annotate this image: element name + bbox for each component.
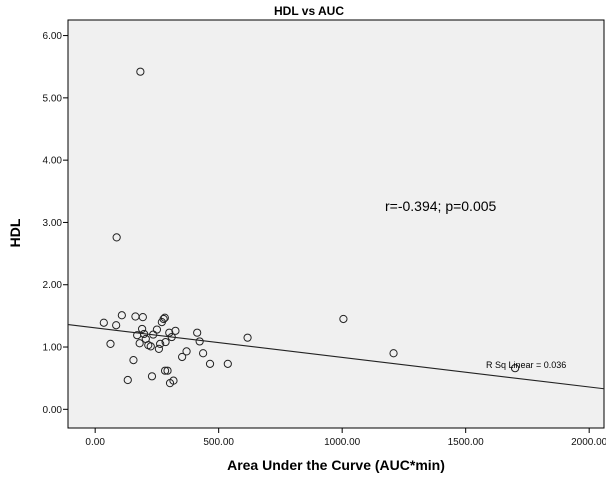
data-point — [163, 366, 172, 375]
data-point — [389, 349, 398, 358]
data-point — [160, 313, 169, 322]
x-axis: 0.00 500.00 1000.00 1500.00 2000.00 — [85, 428, 606, 448]
data-point — [510, 364, 520, 373]
y-tick-label: 5.00 — [43, 93, 63, 104]
y-tick-label: 3.00 — [43, 218, 63, 229]
data-point — [171, 326, 180, 335]
data-point — [152, 325, 162, 334]
data-point — [139, 329, 149, 339]
correlation-annotation: r=-0.394; p=0.005 — [385, 198, 497, 214]
fit-line-group — [67, 324, 605, 390]
x-tick-label: 0.00 — [85, 437, 105, 448]
data-point — [123, 375, 132, 385]
chart-title: HDL vs AUC — [274, 4, 344, 18]
x-tick-label: 2000.00 — [571, 437, 606, 448]
y-tick-label: 4.00 — [43, 156, 63, 167]
data-point — [99, 318, 108, 327]
data-point — [182, 347, 191, 356]
y-tick-label: 1.00 — [43, 343, 63, 354]
data-point — [159, 314, 168, 324]
data-point — [112, 233, 121, 242]
data-point — [112, 321, 121, 330]
x-tick-label: 500.00 — [203, 437, 234, 448]
x-tick-label: 1500.00 — [448, 437, 485, 448]
data-point — [165, 328, 174, 337]
data-point — [117, 311, 126, 320]
y-tick-label: 0.00 — [43, 405, 63, 416]
data-point — [178, 352, 187, 362]
data-point — [138, 313, 147, 322]
regression-line — [67, 324, 605, 390]
data-point — [195, 337, 204, 346]
plot-background — [67, 19, 605, 429]
data-points — [99, 67, 520, 388]
data-point — [160, 366, 170, 375]
r-squared-label: R Sq Linear = 0.036 — [486, 360, 566, 370]
data-point — [129, 356, 138, 365]
data-point — [169, 376, 178, 385]
y-axis-label: HDL — [7, 218, 23, 247]
data-point — [106, 339, 115, 349]
y-axis: 0.00 1.00 2.00 3.00 4.00 5.00 6.00 — [43, 31, 68, 416]
data-point — [205, 359, 215, 368]
x-axis-label: Area Under the Curve (AUC*min) — [227, 457, 445, 473]
data-point — [193, 328, 202, 337]
data-point — [161, 337, 170, 347]
data-point — [138, 324, 147, 334]
data-point — [167, 332, 176, 342]
data-point — [136, 67, 145, 76]
data-point — [223, 359, 232, 368]
data-point — [199, 349, 208, 358]
y-tick-label: 6.00 — [43, 31, 63, 42]
data-point — [339, 314, 348, 324]
data-point — [156, 339, 165, 349]
y-tick-label: 2.00 — [43, 280, 63, 291]
data-point — [146, 342, 155, 351]
data-point — [243, 333, 252, 342]
data-point — [147, 372, 157, 381]
data-point — [135, 339, 144, 348]
data-point — [154, 344, 163, 353]
x-tick-label: 1000.00 — [324, 437, 361, 448]
